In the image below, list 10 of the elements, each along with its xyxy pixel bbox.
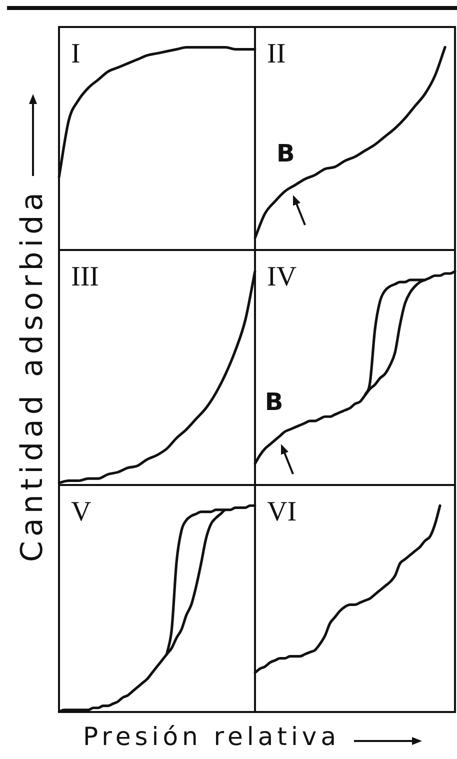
annotation: B [264,388,284,416]
chart-title: VI [267,496,297,528]
chart-title: V [71,496,92,528]
annotation: B [276,139,295,168]
y-axis-title: Cantidad adsorbida [15,188,50,562]
chart-title: IV [267,261,297,292]
x-axis-title: Presión relativa [83,722,340,751]
chart-title: I [71,38,80,70]
chart-title: II [267,38,286,70]
chart-title: III [71,261,99,292]
